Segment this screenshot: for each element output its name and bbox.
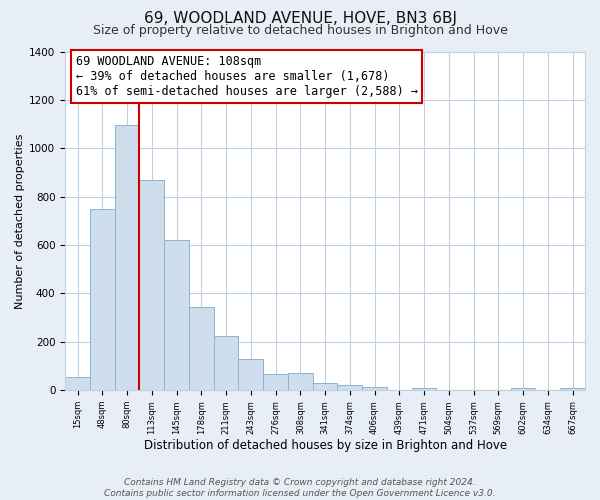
Bar	[313, 384, 337, 390]
Y-axis label: Number of detached properties: Number of detached properties	[15, 133, 25, 308]
Bar	[164, 240, 189, 390]
Bar	[263, 374, 288, 390]
Text: Contains HM Land Registry data © Crown copyright and database right 2024.
Contai: Contains HM Land Registry data © Crown c…	[104, 478, 496, 498]
Bar	[189, 307, 214, 390]
Text: 69, WOODLAND AVENUE, HOVE, BN3 6BJ: 69, WOODLAND AVENUE, HOVE, BN3 6BJ	[143, 11, 457, 26]
Bar	[511, 388, 535, 390]
Bar	[560, 388, 585, 390]
X-axis label: Distribution of detached houses by size in Brighton and Hove: Distribution of detached houses by size …	[143, 440, 506, 452]
Bar	[90, 209, 115, 390]
Bar	[238, 359, 263, 390]
Bar	[362, 386, 387, 390]
Bar	[139, 180, 164, 390]
Bar	[412, 388, 436, 390]
Text: 69 WOODLAND AVENUE: 108sqm
← 39% of detached houses are smaller (1,678)
61% of s: 69 WOODLAND AVENUE: 108sqm ← 39% of deta…	[76, 55, 418, 98]
Bar	[65, 377, 90, 390]
Bar	[337, 386, 362, 390]
Bar	[214, 336, 238, 390]
Bar	[288, 374, 313, 390]
Text: Size of property relative to detached houses in Brighton and Hove: Size of property relative to detached ho…	[92, 24, 508, 37]
Bar	[115, 126, 139, 390]
